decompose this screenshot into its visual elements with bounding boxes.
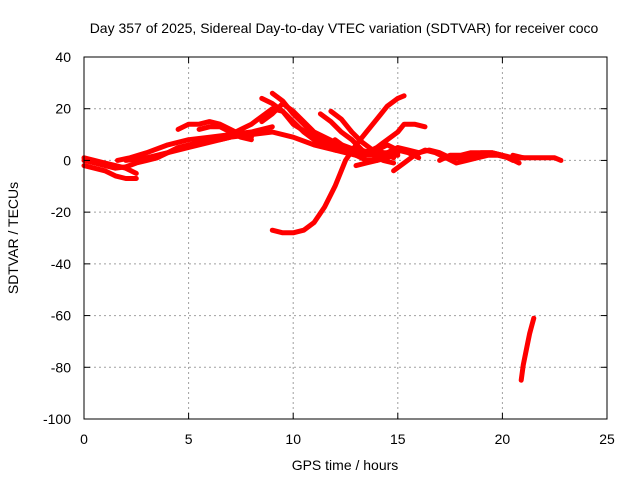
series-line-track-4 [115,124,275,163]
y-tick-label: 40 [55,49,71,65]
x-tick-label: 5 [185,431,193,447]
series-line-track-3 [81,155,139,176]
y-tick-label: 0 [63,152,71,168]
y-tick-label: -60 [51,308,71,324]
x-axis-label: GPS time / hours [292,457,399,473]
y-tick-label: -80 [51,359,71,375]
chart-title: Day 357 of 2025, Sidereal Day-to-day VTE… [90,20,599,36]
x-tick-label: 10 [285,431,301,447]
x-tick-label: 20 [495,431,511,447]
series-group [81,90,564,383]
axis-ticks: 0 5 10 15 20 25 -100 -80 -60 -40 -20 0 20 40 [43,49,615,447]
y-tick-label: 20 [55,101,71,117]
plot-frame [83,56,608,420]
series-line-track-20 [437,150,516,163]
y-tick-label: -40 [51,256,71,272]
series-line-track-21 [510,152,564,163]
y-tick-label: -100 [43,411,71,427]
y-axis-label: SDTVAR / TECUs [5,182,21,294]
series-line-track-12 [269,93,407,236]
grid-lines [84,57,607,419]
series-line-track-2 [81,163,139,181]
y-tick-label: -20 [51,204,71,220]
x-tick-label: 15 [390,431,406,447]
x-tick-label: 25 [599,431,615,447]
series-line-track-22 [518,315,537,383]
x-tick-label: 0 [80,431,88,447]
series-line-track-7 [196,124,254,143]
series-line-track-11 [259,95,359,156]
series-line-track-15 [332,137,401,163]
